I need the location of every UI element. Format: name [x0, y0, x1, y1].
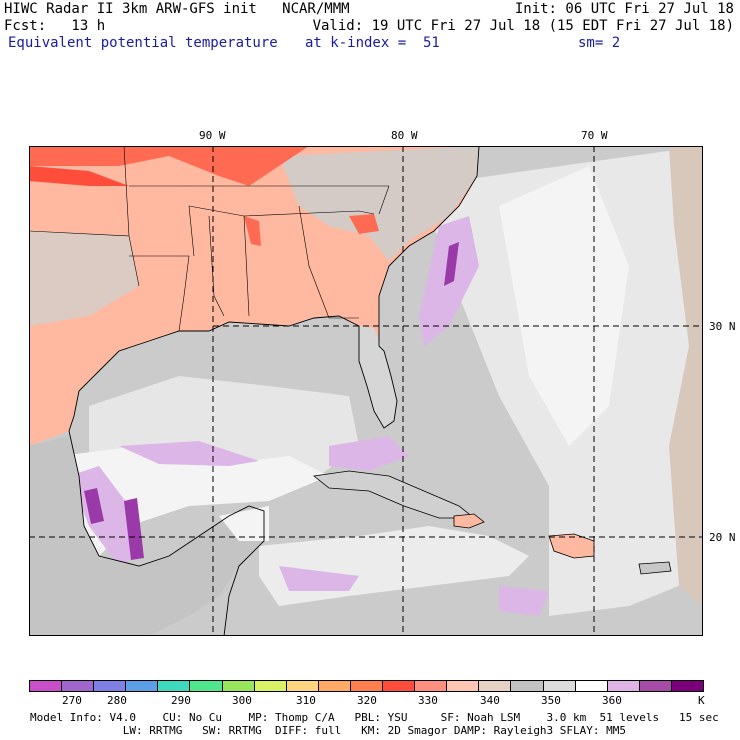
colorbar-swatch [670, 680, 704, 692]
colorbar-unit: K [698, 694, 705, 707]
colorbar-label-320: 320 [357, 694, 377, 707]
colorbar-swatch [29, 680, 63, 692]
colorbar-swatch [285, 680, 319, 692]
model-info-line2: LW: RRTMG SW: RRTMG DIFF: full KM: 2D Sm… [30, 724, 627, 737]
gulf-violet-2 [124, 498, 144, 560]
colorbar-swatch [382, 680, 416, 692]
colorbar-label-270: 270 [62, 694, 82, 707]
caribbean-lavender-2 [499, 586, 549, 616]
valid-time: Valid: 19 UTC Fri 27 Jul 18 (15 EDT Fri … [312, 18, 734, 34]
florida [359, 326, 397, 428]
smoothing: sm= 2 [578, 35, 621, 51]
state-borders [29, 146, 390, 332]
colorbar-swatch [157, 680, 191, 692]
florida-straits-lavender [329, 436, 409, 471]
lat-label-30n: 30 N [709, 320, 736, 333]
map-frame [29, 146, 703, 636]
colorbar-swatch [189, 680, 223, 692]
colorbar-swatch [93, 680, 127, 692]
gulf-white [59, 446, 329, 566]
colorbar-label-280: 280 [107, 694, 127, 707]
colorbar-label-340: 340 [480, 694, 500, 707]
weather-map [29, 146, 703, 636]
field-name: Equivalent potential temperature [8, 35, 278, 51]
lon-label-70w: 70 W [581, 129, 608, 142]
colorbar-swatch [221, 680, 255, 692]
latlon-grid [29, 146, 703, 636]
colorbar-swatch [317, 680, 351, 692]
forecast-hour: Fcst: 13 h [4, 18, 106, 34]
colorbar-swatch [542, 680, 576, 692]
colorbar-swatch [478, 680, 512, 692]
colorbar-swatch [125, 680, 159, 692]
hot-spot-alabama [244, 216, 261, 246]
colorbar-swatch [414, 680, 448, 692]
colorbar-swatch [349, 680, 384, 692]
colorbar-label-290: 290 [171, 694, 191, 707]
gulf-violet-1 [84, 488, 104, 524]
very-hot-band [29, 166, 129, 186]
colorbar-swatch [638, 680, 672, 692]
hot-spot-carolina [349, 214, 379, 234]
gulf-lavender-1 [119, 441, 259, 466]
level-index: at k-index = 51 [305, 35, 440, 51]
model-title: HIWC Radar II 3km ARW-GFS init NCAR/MMM [4, 1, 350, 17]
colorbar-swatch [253, 680, 287, 692]
lon-label-80w: 80 W [391, 129, 418, 142]
colorbar-label-360: 360 [602, 694, 622, 707]
lon-label-90w: 90 W [199, 129, 226, 142]
model-info-line1: Model Info: V4.0 CU: No Cu MP: Thomp C/A… [30, 711, 719, 724]
hot-band [29, 146, 309, 186]
colorbar-swatch [61, 680, 95, 692]
atlantic-violet-streak [444, 242, 459, 286]
colorbar-label-330: 330 [418, 694, 438, 707]
colorbar-swatch [606, 680, 640, 692]
colorbar-swatch [510, 680, 544, 692]
mexico [29, 436, 264, 636]
lat-label-20n: 20 N [709, 531, 736, 544]
init-time: Init: 06 UTC Fri 27 Jul 18 [514, 1, 734, 17]
atlantic-white-region [499, 166, 629, 446]
colorbar-swatch [574, 680, 608, 692]
colorbar-label-300: 300 [232, 694, 252, 707]
colorbar-label-310: 310 [296, 694, 316, 707]
puerto-rico [638, 561, 672, 575]
jamaica [453, 513, 485, 529]
caribbean-lavender-1 [279, 566, 359, 591]
colorbar-swatch [446, 680, 480, 692]
land-gray-west [29, 231, 139, 326]
coastlines [68, 146, 480, 636]
land-gray-patch [279, 146, 479, 261]
tan-region-east [669, 146, 703, 606]
colorbar-label-350: 350 [541, 694, 561, 707]
